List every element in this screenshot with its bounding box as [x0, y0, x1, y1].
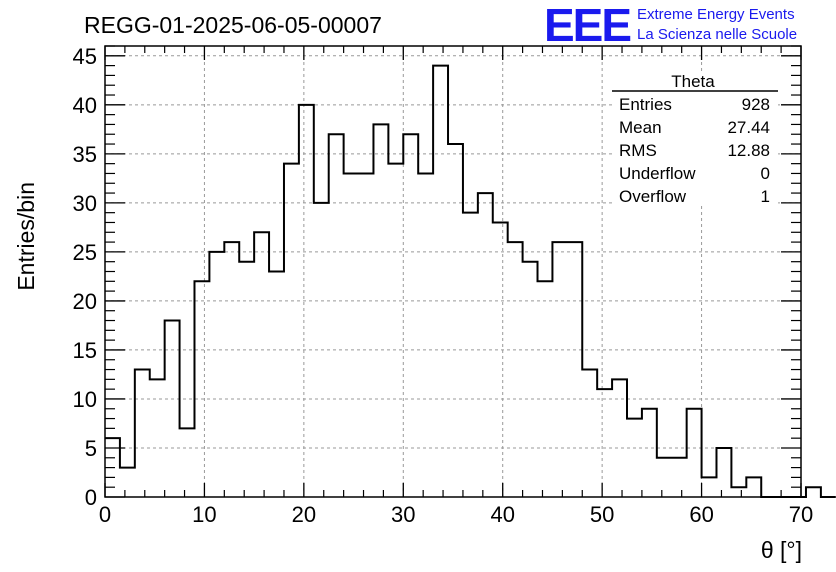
axis-ticks — [104, 45, 802, 498]
y-tick-label: 40 — [73, 93, 97, 118]
x-tick-label: 60 — [689, 502, 713, 527]
y-axis-label: Entries/bin — [13, 182, 39, 291]
stats-label: Mean — [619, 118, 662, 137]
x-tick-label: 40 — [490, 502, 514, 527]
stats-value: 928 — [742, 95, 770, 114]
stats-title: Theta — [671, 72, 715, 91]
stats-value: 1 — [761, 187, 770, 206]
x-tick-label: 0 — [99, 502, 111, 527]
eee-logo: EEE — [544, 0, 630, 51]
x-tick-label: 50 — [590, 502, 614, 527]
grid-lines — [104, 46, 802, 497]
logo-line-1: Extreme Energy Events — [637, 6, 795, 23]
stats-box-bg — [612, 73, 778, 206]
y-tick-label: 5 — [85, 436, 97, 461]
y-tick-label: 35 — [73, 142, 97, 167]
x-tick-label: 20 — [292, 502, 316, 527]
x-axis-label: θ [°] — [761, 537, 802, 563]
logo-line-2: La Scienza nelle Scuole — [637, 26, 797, 43]
stats-label: RMS — [619, 141, 657, 160]
stats-rows: Entries 928 Mean 27.44 RMS 12.88 Underflow 0 Ove… — [619, 95, 770, 206]
stats-label: Overflow — [619, 187, 687, 206]
y-tick-label: 10 — [73, 387, 97, 412]
y-tick-label: 30 — [73, 191, 97, 216]
y-tick-label: 45 — [73, 44, 97, 69]
y-tick-label: 15 — [73, 338, 97, 363]
x-tick-label: 10 — [192, 502, 216, 527]
stats-box: Theta Entries 928 Mean 27.44 RMS 12.88 Underfl… — [612, 72, 778, 206]
stats-label: Entries — [619, 95, 672, 114]
histogram-line — [105, 64, 836, 498]
stats-value: 27.44 — [727, 118, 770, 137]
stats-label: Underflow — [619, 164, 696, 183]
y-tick-label: 0 — [85, 485, 97, 510]
x-tick-labels: 0 10 20 30 40 50 60 70 — [99, 502, 813, 527]
x-tick-label: 30 — [391, 502, 415, 527]
stats-value: 12.88 — [727, 141, 770, 160]
x-tick-label: 70 — [789, 502, 813, 527]
chart-title: REGG-01-2025-06-05-00007 — [84, 12, 382, 38]
y-tick-label: 25 — [73, 240, 97, 265]
stats-value: 0 — [761, 164, 770, 183]
y-tick-labels: 0 5 10 15 20 25 30 35 40 45 — [73, 44, 97, 510]
y-tick-label: 20 — [73, 289, 97, 314]
